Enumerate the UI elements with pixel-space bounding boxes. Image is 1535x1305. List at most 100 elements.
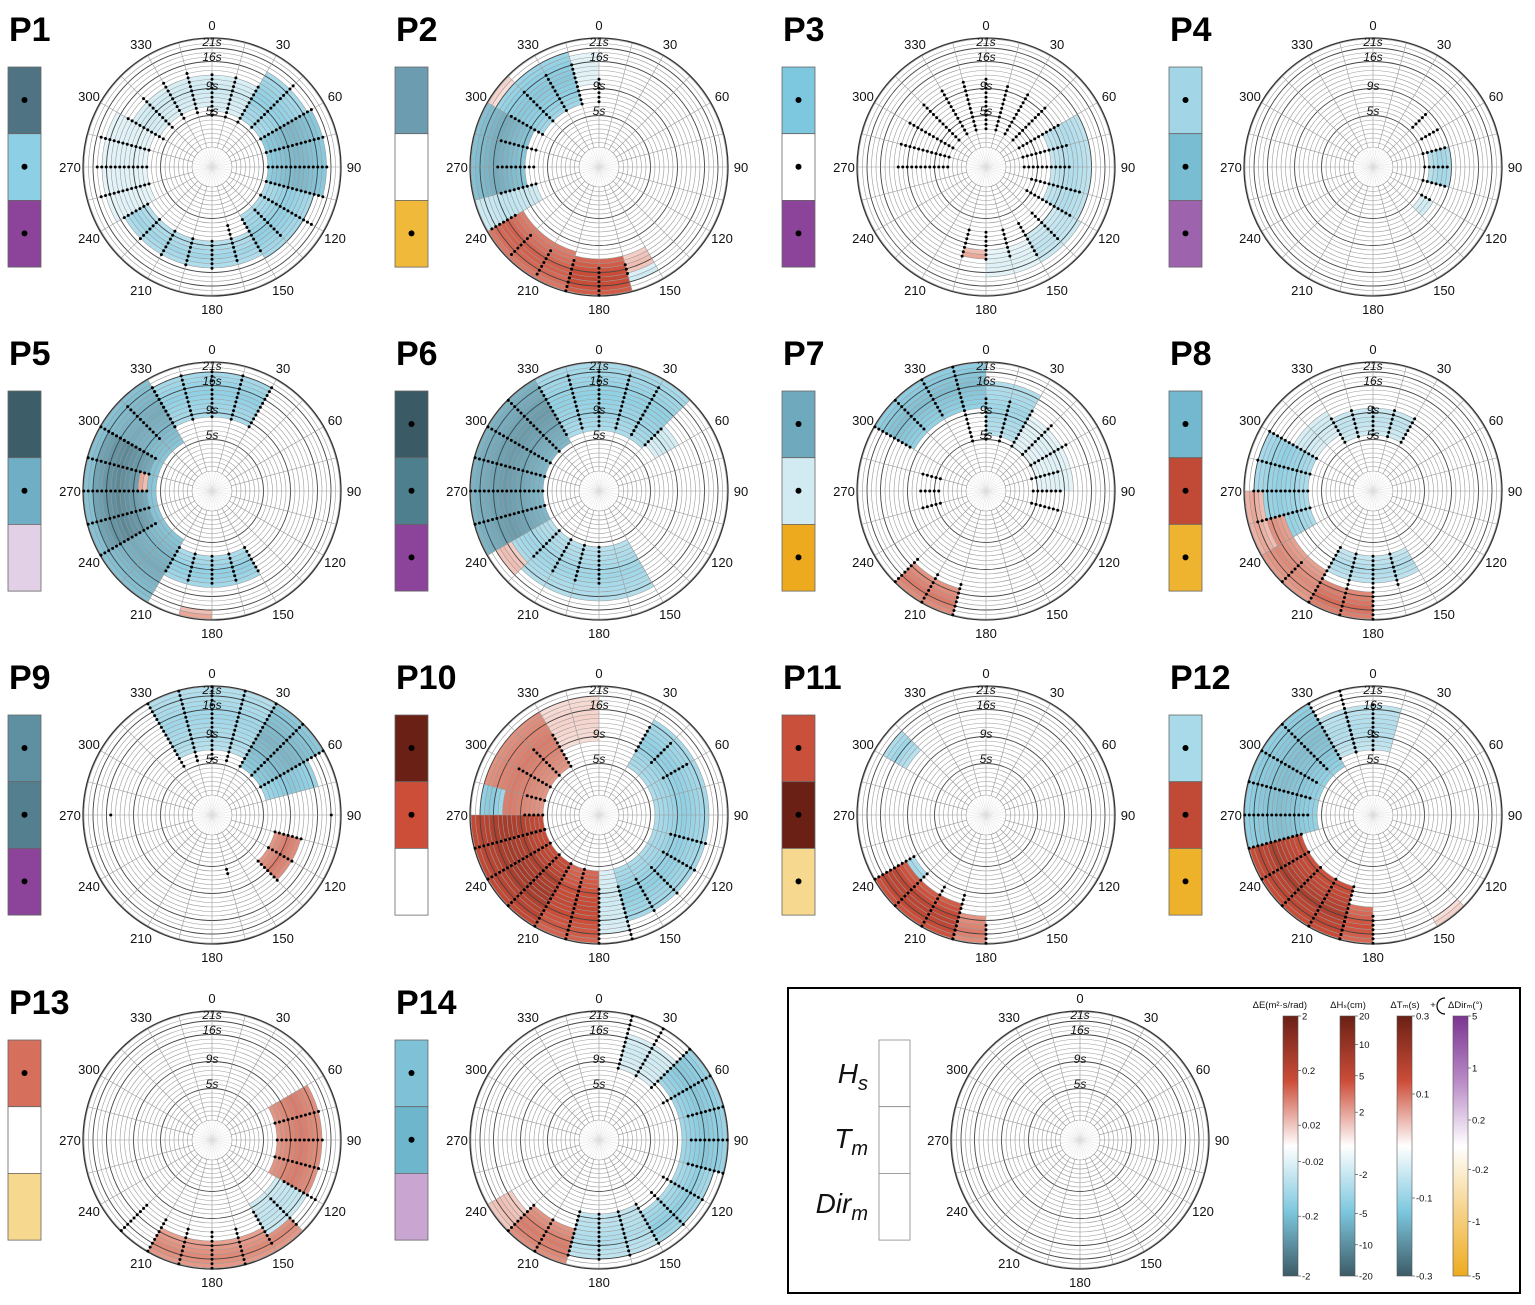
wedge <box>553 890 599 907</box>
angle-label: 210 <box>517 283 539 298</box>
significance-dot <box>1295 793 1299 797</box>
significance-dot <box>597 1212 601 1216</box>
significance-dot <box>290 211 294 215</box>
significance-dot <box>620 404 624 408</box>
inner-radial-line <box>985 487 1006 492</box>
inner-radial-line <box>598 166 607 186</box>
significance-dot <box>912 123 916 127</box>
wedge <box>144 88 212 130</box>
significance-dot <box>652 1043 656 1047</box>
inner-radial-line <box>985 151 1000 168</box>
period-label: 5s <box>980 428 993 442</box>
significance-dot <box>302 112 306 116</box>
significance-dot <box>21 97 28 103</box>
significance-dot <box>1296 888 1300 892</box>
significance-dot <box>529 450 533 454</box>
angle-label: 120 <box>711 1204 733 1219</box>
inner-radial-line <box>1079 1120 1084 1141</box>
panel-label: P5 <box>9 335 51 373</box>
significance-dot <box>138 447 142 451</box>
significance-dot <box>578 417 582 421</box>
inner-radial-line <box>591 472 600 492</box>
significance-dot <box>240 218 244 222</box>
angle-label: 60 <box>328 1062 342 1077</box>
wedge <box>620 739 687 900</box>
significance-dot <box>643 733 647 737</box>
wedge <box>576 1211 643 1228</box>
significance-dot <box>703 1167 707 1171</box>
significance-dot <box>286 185 290 189</box>
significance-dot <box>177 546 181 550</box>
significance-dot <box>984 932 988 936</box>
significance-dot <box>194 754 198 758</box>
wedge <box>614 758 664 878</box>
significance-dot <box>1371 608 1375 612</box>
significance-dot <box>1371 928 1375 932</box>
significance-dot <box>1349 569 1353 573</box>
wedge <box>161 714 263 732</box>
significance-dot <box>929 584 933 588</box>
wedge <box>1432 899 1461 922</box>
significance-dot <box>509 864 513 868</box>
indicator-dirm <box>7 1173 42 1241</box>
wedge <box>110 116 129 218</box>
wedge <box>986 254 1039 273</box>
inner-radial-line <box>198 799 213 816</box>
significance-dot <box>154 433 158 437</box>
inner-radial-line <box>985 148 994 168</box>
inner-radial-line <box>211 795 216 816</box>
significance-dot <box>210 1235 214 1239</box>
colorbar-title: ΔTₘ(s) <box>1390 1000 1419 1011</box>
wedge <box>615 754 669 883</box>
significance-dot <box>1432 165 1436 169</box>
significance-dot <box>171 97 175 101</box>
significance-dot <box>473 456 477 460</box>
inner-radial-line <box>211 814 223 833</box>
angle-label: 330 <box>1291 361 1313 376</box>
inner-radial-line <box>1372 814 1384 833</box>
significance-dot <box>1182 745 1189 751</box>
significance-dot <box>490 875 494 879</box>
significance-dot <box>1026 237 1030 241</box>
significance-dot <box>282 123 286 127</box>
inner-radial-line <box>966 166 987 171</box>
significance-dot <box>1341 924 1345 928</box>
significance-dot <box>1312 872 1316 876</box>
significance-dot <box>508 513 512 517</box>
significance-dot <box>969 111 973 115</box>
inner-radial-line <box>972 799 987 816</box>
inner-radial-line <box>580 490 600 499</box>
significance-dot <box>1316 584 1320 588</box>
significance-dot <box>1299 771 1303 775</box>
inner-radial-line <box>595 490 600 511</box>
inner-radial-line <box>595 1139 600 1160</box>
inner-radial-line <box>211 475 226 492</box>
significance-dot <box>924 592 928 596</box>
significance-dot <box>922 596 926 600</box>
significance-dot <box>1318 866 1322 870</box>
significance-dot <box>210 1262 214 1266</box>
significance-dot <box>286 769 290 773</box>
significance-dot <box>234 1227 238 1231</box>
inner-radial-line <box>204 1139 213 1159</box>
inner-radial-line <box>211 166 216 187</box>
significance-dot <box>210 752 214 756</box>
significance-dot <box>1425 150 1429 154</box>
significance-dot <box>486 459 490 463</box>
inner-radial-line <box>598 814 617 826</box>
inner-radial-line <box>1372 814 1389 829</box>
inner-radial-line <box>598 1120 603 1141</box>
significance-dot <box>228 98 232 102</box>
wedge <box>574 1219 648 1237</box>
inner-radial-line <box>1372 163 1393 168</box>
significance-dot <box>226 106 230 110</box>
inner-radial-line <box>591 166 600 186</box>
inner-radial-line <box>211 1124 226 1141</box>
significance-dot <box>665 1099 669 1103</box>
significance-dot <box>597 919 601 923</box>
significance-dot <box>900 861 904 865</box>
significance-dot <box>997 115 1001 119</box>
significance-dot <box>542 908 546 912</box>
colorbar-tick-label: 2 <box>1359 1108 1364 1119</box>
wedge <box>152 371 272 392</box>
